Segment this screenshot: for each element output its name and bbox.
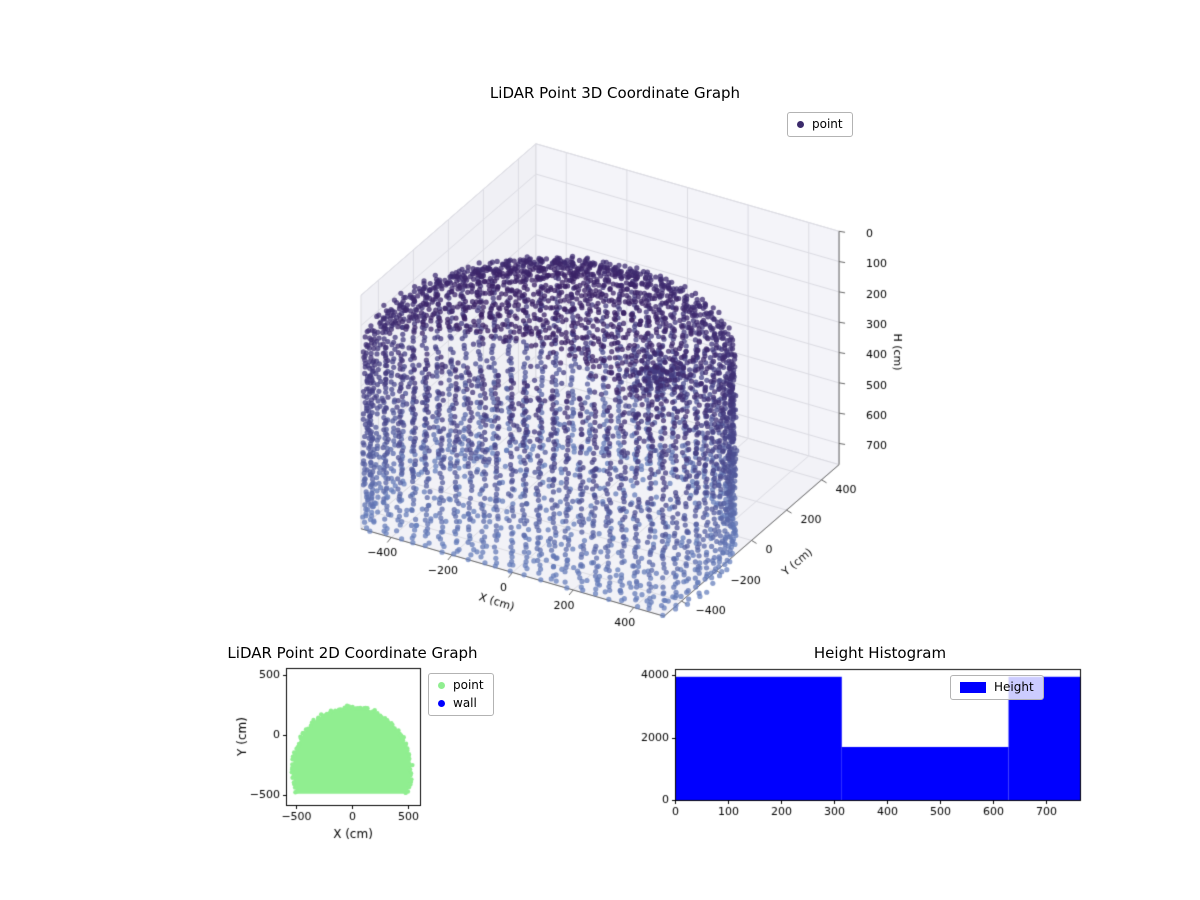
- histogram-canvas: [630, 640, 1120, 850]
- legend-3d-label: point: [812, 117, 843, 131]
- legend-2d-wall-label: wall: [453, 696, 477, 710]
- wall-marker-icon: [438, 700, 445, 707]
- legend-histogram: Height: [950, 675, 1044, 700]
- legend-histogram-label: Height: [994, 680, 1034, 694]
- point-marker-icon: [797, 121, 804, 128]
- scatter3d-title: LiDAR Point 3D Coordinate Graph: [489, 84, 741, 102]
- legend-3d-entry-point: point: [797, 117, 843, 132]
- height-patch-icon: [960, 682, 986, 693]
- legend-3d: point: [787, 112, 853, 137]
- legend-2d-point-label: point: [453, 678, 484, 692]
- legend-histogram-entry: Height: [960, 680, 1034, 695]
- scatter2d-title: LiDAR Point 2D Coordinate Graph: [227, 644, 478, 662]
- histogram-title: Height Histogram: [813, 644, 947, 662]
- legend-2d-entry-point: point: [438, 678, 484, 693]
- point-marker-icon: [438, 682, 445, 689]
- scatter3d-canvas: [250, 95, 950, 655]
- legend-2d-entry-wall: wall: [438, 696, 484, 711]
- legend-2d: point wall: [428, 673, 494, 716]
